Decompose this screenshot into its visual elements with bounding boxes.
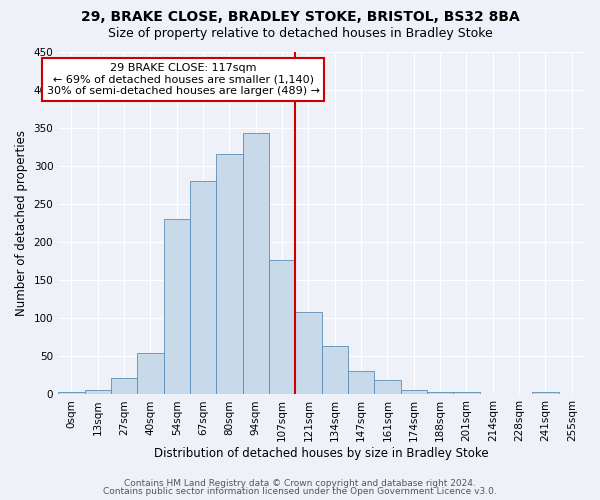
Bar xyxy=(322,346,348,395)
Bar xyxy=(242,133,269,394)
Bar xyxy=(190,181,216,394)
X-axis label: Distribution of detached houses by size in Bradley Stoke: Distribution of detached houses by size … xyxy=(154,447,489,460)
Text: Contains public sector information licensed under the Open Government Licence v3: Contains public sector information licen… xyxy=(103,487,497,496)
Bar xyxy=(295,312,322,394)
Text: Contains HM Land Registry data © Crown copyright and database right 2024.: Contains HM Land Registry data © Crown c… xyxy=(124,478,476,488)
Bar xyxy=(164,219,190,394)
Bar xyxy=(374,380,401,394)
Text: 29 BRAKE CLOSE: 117sqm
← 69% of detached houses are smaller (1,140)
30% of semi-: 29 BRAKE CLOSE: 117sqm ← 69% of detached… xyxy=(47,63,320,96)
Text: Size of property relative to detached houses in Bradley Stoke: Size of property relative to detached ho… xyxy=(107,28,493,40)
Bar xyxy=(532,392,559,394)
Bar xyxy=(453,392,479,394)
Bar xyxy=(427,392,453,394)
Bar xyxy=(137,352,164,395)
Bar xyxy=(85,390,111,394)
Text: 29, BRAKE CLOSE, BRADLEY STOKE, BRISTOL, BS32 8BA: 29, BRAKE CLOSE, BRADLEY STOKE, BRISTOL,… xyxy=(80,10,520,24)
Bar xyxy=(216,154,242,394)
Bar xyxy=(401,390,427,394)
Bar xyxy=(348,371,374,394)
Y-axis label: Number of detached properties: Number of detached properties xyxy=(15,130,28,316)
Bar xyxy=(269,260,295,394)
Bar xyxy=(58,392,85,394)
Bar xyxy=(111,378,137,394)
